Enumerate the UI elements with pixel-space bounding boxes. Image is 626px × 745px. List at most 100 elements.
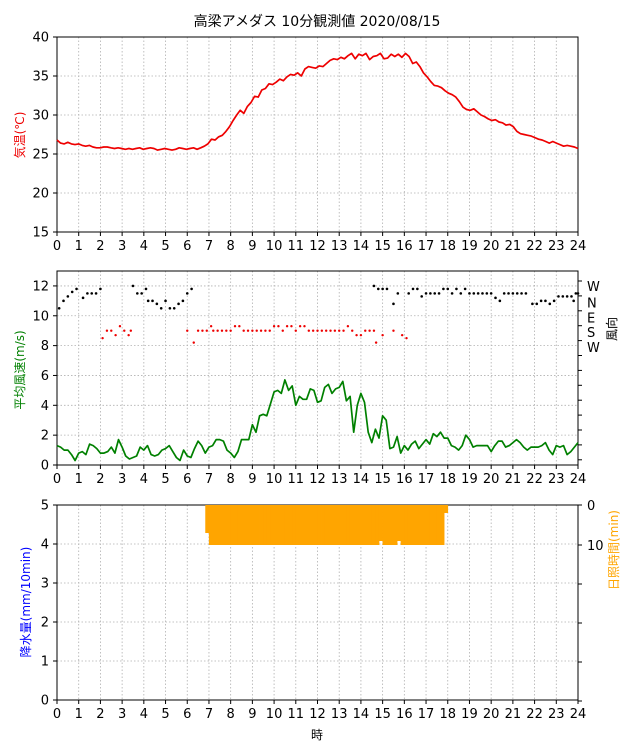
wind-direction-point-calm	[333, 329, 337, 332]
x-tick-label: 0	[53, 707, 61, 722]
wind-direction-point	[140, 292, 143, 295]
wind-direction-point-calm	[192, 341, 195, 344]
sunshine-bar	[277, 505, 282, 545]
wind-direction-point	[524, 292, 528, 295]
wind-direction-point-calm	[225, 329, 228, 332]
sunshine-bar	[425, 505, 430, 545]
x-tick-label: 2	[96, 707, 104, 722]
sunshine-bar	[328, 505, 333, 545]
x-tick-label: 7	[205, 472, 213, 487]
x-tick-label: 24	[570, 239, 587, 254]
sunshine-bar	[429, 505, 434, 545]
x-tick-label: 17	[418, 239, 435, 254]
x-tick-label: 4	[140, 472, 148, 487]
sunshine-bar	[230, 505, 235, 545]
wind-direction-point-calm	[290, 325, 293, 328]
sunshine-bar	[205, 505, 210, 533]
x-tick-label: 12	[309, 472, 326, 487]
x-tick-label: 2	[96, 472, 104, 487]
wind-direction-point-calm	[324, 329, 328, 332]
x-tick-label: 18	[439, 707, 456, 722]
wind-direction-point	[136, 292, 139, 295]
x-tick-label: 18	[439, 239, 456, 254]
wind-direction-point	[420, 295, 424, 298]
wind-direction-point	[502, 292, 506, 295]
wind-direction-point-calm	[400, 333, 404, 337]
wind-direction-point	[485, 292, 489, 295]
sunshine-bar	[360, 505, 365, 545]
precip-sun-panel: 0 1 2 3 4 5 6 7 8 9 10 11 12 13 14 15 16 17 18 19 20 21 22 23 24…	[41, 499, 604, 723]
x-tick-label: 3	[118, 239, 126, 254]
wind-direction-point-calm	[381, 333, 384, 337]
x-tick-label: 18	[439, 472, 456, 487]
x-tick-label: 23	[548, 707, 565, 722]
x-tick-label: 21	[505, 472, 522, 487]
sunshine-bar	[219, 505, 224, 545]
x-tick-label: 17	[418, 707, 435, 722]
wind-direction-point-calm	[285, 325, 289, 328]
wind-direction-point	[429, 292, 432, 295]
sunshine-bar	[368, 505, 373, 545]
y-tick-label: 0	[41, 694, 49, 709]
wind-direction-point	[570, 295, 573, 298]
wind-direction-point	[168, 307, 172, 310]
sunshine-bar	[223, 505, 228, 545]
wind-direction-point	[459, 292, 463, 295]
y-tick-label: 12	[32, 279, 49, 294]
x-tick-label: 15	[374, 707, 391, 722]
wind-direction-point-calm	[320, 329, 324, 332]
wind-direction-point-calm	[110, 329, 113, 332]
wind-direction-point	[57, 307, 61, 310]
wind-direction-point	[90, 292, 94, 295]
sunshine-bar	[266, 505, 271, 545]
wind-direction-point	[511, 292, 515, 295]
wind-direction-point	[574, 292, 578, 295]
wind-direction-point	[70, 290, 74, 294]
wind-direction-point-calm	[212, 329, 215, 332]
sunshine-bar	[422, 505, 427, 545]
wind-direction-point	[535, 302, 539, 306]
wind-direction-point	[463, 287, 467, 291]
sunshine-bar	[306, 505, 311, 545]
wind-direction-point	[190, 287, 193, 291]
x-tick-label: 21	[505, 707, 522, 722]
x-tick-label: 10	[266, 239, 283, 254]
y-tick-label: 0	[41, 459, 49, 474]
x-tick-label: 23	[548, 239, 565, 254]
wind-direction-point-calm	[255, 329, 258, 332]
wind-direction-point-calm	[372, 329, 376, 332]
x-tick-label: 0	[53, 472, 61, 487]
sunshine-bar	[378, 505, 383, 541]
wind-direction-point-calm	[233, 325, 237, 328]
wind-speed-line	[56, 379, 579, 462]
x-tick-label: 6	[183, 707, 191, 722]
wind-direction-point-calm	[303, 325, 306, 328]
sunshine-bar	[324, 505, 329, 545]
sunshine-bar	[418, 505, 423, 545]
x-tick-label: 3	[118, 707, 126, 722]
x-tick-label: 10	[266, 707, 283, 722]
wind-direction-axis-label: 風向	[604, 317, 619, 341]
sunshine-bar	[226, 505, 231, 545]
sunshine-bar	[386, 505, 391, 545]
sunshine-bar	[346, 505, 351, 545]
sunshine-bar	[407, 505, 412, 545]
wind-direction-point-calm	[277, 325, 280, 328]
sunshine-bar	[382, 505, 387, 545]
x-tick-label: 2	[96, 239, 104, 254]
sunshine-bar	[248, 505, 253, 545]
wind-direction-point	[489, 292, 493, 295]
wind-direction-point-calm	[329, 329, 332, 332]
wind-direction-point-calm	[355, 333, 358, 337]
wind-direction-point	[539, 299, 543, 303]
wind-direction-point-calm	[259, 329, 263, 332]
sunshine-bar	[216, 505, 221, 545]
wind-direction-point	[381, 287, 384, 291]
x-tick-label: 6	[183, 239, 191, 254]
wind-direction-point	[446, 287, 450, 291]
wind-direction-point-calm	[105, 329, 109, 332]
wind-direction-point-calm	[307, 329, 311, 332]
wind-panel: 0 1 2 3 4 5 6 7 8 9 10 11 12 13 14 15 16 17 18 19 20 21 22 23 24…	[32, 270, 600, 487]
wind-direction-point	[557, 295, 560, 298]
temperature-panel: 0 1 2 3 4 5 6 7 8 9 10 11 12 13 14 15 16 17 18 19 20 21 22 23 24…	[32, 31, 586, 255]
